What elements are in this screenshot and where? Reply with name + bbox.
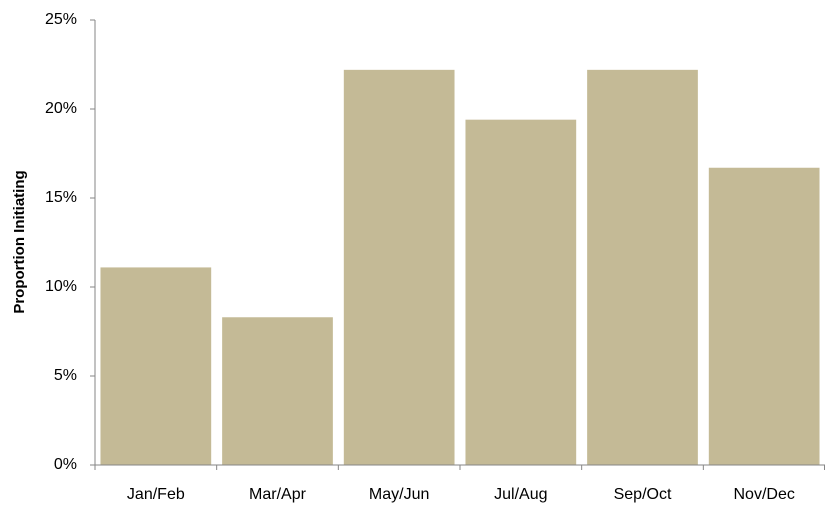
bar [100, 267, 212, 465]
y-tick-label: 25% [45, 11, 77, 28]
bar [708, 167, 820, 466]
y-tick-label: 5% [54, 367, 77, 384]
y-tick-label: 20% [45, 100, 77, 117]
bar [222, 317, 333, 465]
y-tick-label: 0% [54, 456, 77, 473]
y-tick-label: 10% [45, 278, 77, 295]
bar [465, 119, 577, 466]
x-tick-label: Sep/Oct [614, 486, 672, 503]
y-tick-label: 15% [45, 189, 77, 206]
y-axis-title: Proportion Initiating [11, 170, 28, 313]
x-tick-label: Jul/Aug [494, 486, 547, 503]
x-tick-label: Mar/Apr [249, 486, 307, 503]
x-tick-label: May/Jun [369, 486, 429, 503]
x-tick-label: Nov/Dec [733, 486, 794, 503]
bar [587, 69, 698, 465]
bar [343, 69, 455, 465]
x-tick-label: Jan/Feb [127, 486, 185, 503]
